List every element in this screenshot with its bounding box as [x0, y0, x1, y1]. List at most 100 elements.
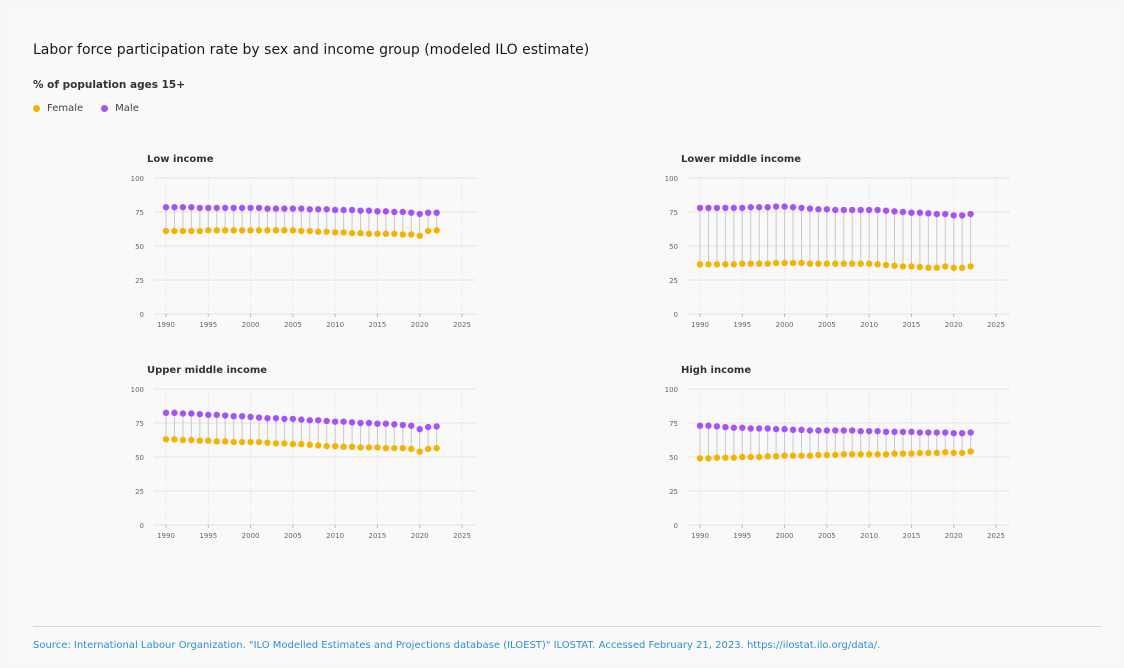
female-point — [832, 451, 839, 459]
male-point — [315, 206, 322, 213]
female-point — [772, 259, 780, 267]
female-point — [365, 230, 373, 237]
male-point — [255, 414, 263, 421]
female-point — [264, 227, 271, 234]
male-point — [272, 415, 280, 422]
female-point — [908, 263, 915, 270]
male-point — [331, 206, 339, 214]
male-point — [315, 417, 322, 424]
male-point — [916, 209, 924, 216]
female-point — [891, 450, 898, 457]
source-note[interactable]: Source: International Labour Organizatio… — [33, 640, 881, 651]
male-point — [933, 429, 940, 436]
male-point — [408, 422, 415, 429]
female-point — [857, 451, 864, 458]
female-point — [238, 438, 246, 446]
male-point — [374, 420, 381, 427]
female-point — [340, 229, 347, 236]
x-tick-label: 1990 — [157, 321, 175, 329]
male-point — [865, 206, 873, 214]
female-point — [942, 263, 949, 270]
female-point — [696, 261, 704, 268]
female-point — [764, 453, 771, 460]
male-point — [730, 424, 738, 431]
female-point — [815, 260, 822, 267]
male-point — [331, 418, 339, 425]
male-point — [798, 426, 805, 433]
male-point — [849, 427, 856, 434]
male-point — [756, 425, 763, 432]
female-point — [424, 227, 432, 235]
female-point — [840, 260, 847, 267]
female-point — [908, 450, 915, 457]
male-point — [722, 204, 729, 212]
legend-swatch-female — [33, 105, 40, 112]
male-point — [179, 410, 187, 417]
male-point — [772, 203, 780, 210]
male-point — [365, 207, 373, 214]
female-point — [238, 227, 246, 234]
male-point — [255, 204, 263, 212]
female-point — [764, 260, 771, 267]
male-point — [188, 204, 195, 211]
female-point — [179, 436, 187, 444]
female-point — [730, 454, 738, 461]
female-point — [213, 227, 220, 234]
male-point — [815, 206, 822, 213]
x-tick-label: 1990 — [157, 532, 175, 540]
legend-item-female[interactable]: Female — [33, 103, 83, 114]
male-point — [424, 209, 432, 216]
female-point — [950, 264, 957, 271]
female-point — [399, 231, 406, 238]
male-point — [222, 412, 229, 419]
female-point — [756, 260, 763, 267]
legend-swatch-male — [101, 105, 109, 112]
female-point — [416, 448, 423, 455]
male-point — [264, 415, 271, 422]
male-point — [272, 205, 280, 212]
male-point — [739, 204, 746, 212]
male-point — [171, 204, 178, 211]
male-point — [832, 206, 839, 214]
female-point — [222, 438, 229, 445]
female-point — [899, 450, 907, 457]
male-point — [705, 204, 712, 212]
male-point — [882, 207, 890, 214]
female-point — [281, 227, 288, 234]
x-tick-label: 2000 — [776, 321, 794, 329]
chart-frame — [6, 6, 1118, 662]
x-tick-label: 2025 — [987, 321, 1005, 329]
male-point — [781, 203, 788, 210]
y-tick-label: 75 — [669, 209, 678, 217]
x-tick-label: 2010 — [326, 532, 344, 540]
legend-item-male[interactable]: Male — [101, 103, 139, 114]
x-tick-label: 2020 — [411, 321, 429, 329]
female-point — [798, 259, 805, 267]
y-tick-label: 100 — [131, 175, 144, 183]
chart-title: High income — [681, 365, 751, 376]
male-point — [374, 208, 381, 215]
female-point — [916, 263, 924, 271]
male-point — [815, 427, 822, 434]
male-point — [382, 420, 390, 427]
female-point — [925, 264, 932, 271]
y-tick-label: 100 — [665, 386, 678, 394]
male-point — [950, 430, 957, 437]
male-point — [348, 419, 356, 426]
male-point — [823, 427, 831, 434]
male-point — [424, 423, 432, 431]
male-point — [874, 427, 881, 435]
female-point — [730, 261, 738, 268]
female-point — [882, 261, 890, 269]
x-tick-label: 2005 — [818, 321, 836, 329]
legend: Female Male — [33, 103, 139, 114]
female-point — [424, 445, 432, 453]
male-point — [958, 212, 966, 219]
y-tick-label: 25 — [669, 488, 678, 496]
female-point — [298, 227, 305, 235]
male-point — [865, 427, 873, 435]
y-tick-label: 50 — [669, 243, 678, 251]
x-tick-label: 2015 — [903, 532, 921, 540]
female-point — [933, 449, 940, 457]
female-point — [705, 261, 712, 268]
